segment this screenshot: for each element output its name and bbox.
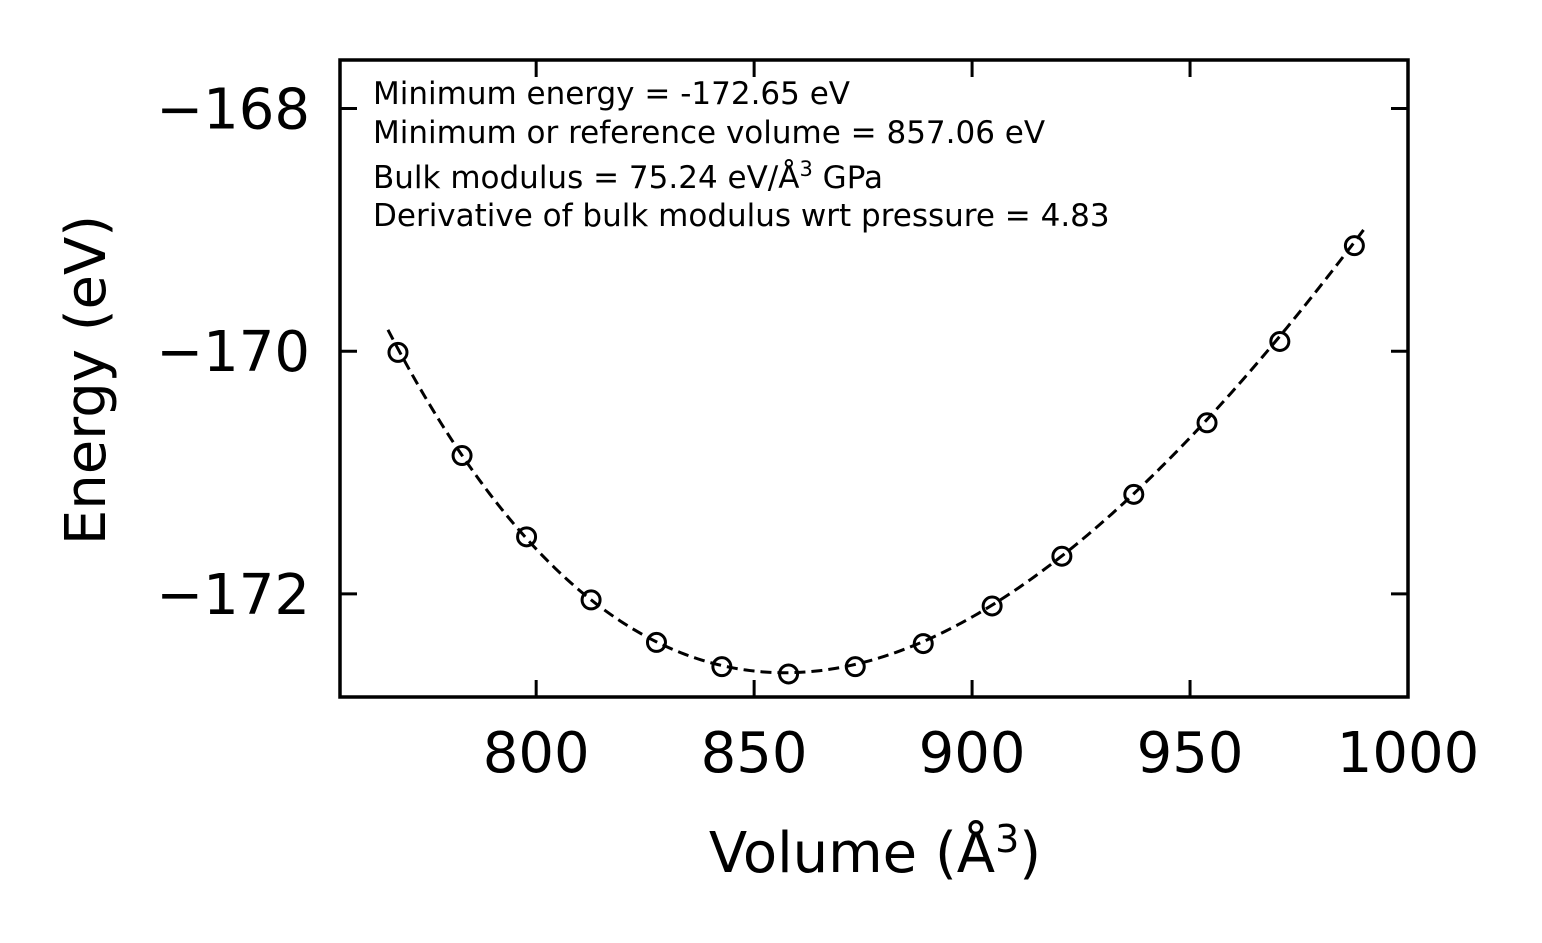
fit-curve [386,227,1366,675]
y-tick-label: −172 [156,563,310,628]
data-point [778,663,800,685]
annotation-min-volume: Minimum or reference volume = 857.06 eV [373,115,1045,151]
annotation-bulk-modulus-unit: GPa [813,160,883,196]
axis-ticks [340,60,1410,697]
x-tick-labels: 800 850 900 950 1000 [483,721,1480,786]
annotation-min-energy: Minimum energy = -172.65 eV [373,76,850,112]
x-tick-label: 1000 [1337,721,1480,786]
data-point [580,589,602,611]
data-point [981,595,1003,617]
data-point [1343,235,1365,257]
data-point [844,656,866,678]
data-point [387,341,409,363]
plot-frame [338,58,1410,699]
annotation-box: Minimum energy = -172.65 eV Minimum or r… [373,76,1110,234]
x-axis-title: Volume (Å3) [709,817,1041,886]
x-tick-label: 950 [1137,721,1244,786]
y-tick-labels: −172 −170 −168 [156,78,310,628]
data-point [1051,545,1073,567]
x-axis-title-sup: 3 [995,817,1019,861]
data-point [1196,412,1218,434]
y-tick-label: −168 [156,78,310,143]
x-tick-label: 850 [701,721,808,786]
data-point [516,526,538,548]
data-point [1123,483,1145,505]
annotation-bulk-modulus: Bulk modulus = 75.24 eV/Å3 GPa [373,157,883,196]
data-point [451,445,473,467]
annotation-bulk-derivative: Derivative of bulk modulus wrt pressure … [373,198,1110,234]
x-tick-label: 800 [483,721,590,786]
y-tick-label: −170 [156,320,310,385]
y-axis-title: Energy (eV) [54,215,119,545]
data-point [912,633,934,655]
x-axis-title-end: ) [1019,821,1041,886]
annotation-bulk-modulus-sup: 3 [799,157,812,181]
data-point [1269,330,1291,352]
x-tick-label: 900 [919,721,1026,786]
annotation-bulk-modulus-text: Bulk modulus = 75.24 eV/Å [373,160,799,196]
data-points [387,235,1365,685]
x-axis-title-text: Volume (Å [709,820,995,886]
data-point [645,631,667,653]
data-point [711,656,733,678]
fit-curve-group [386,227,1366,675]
